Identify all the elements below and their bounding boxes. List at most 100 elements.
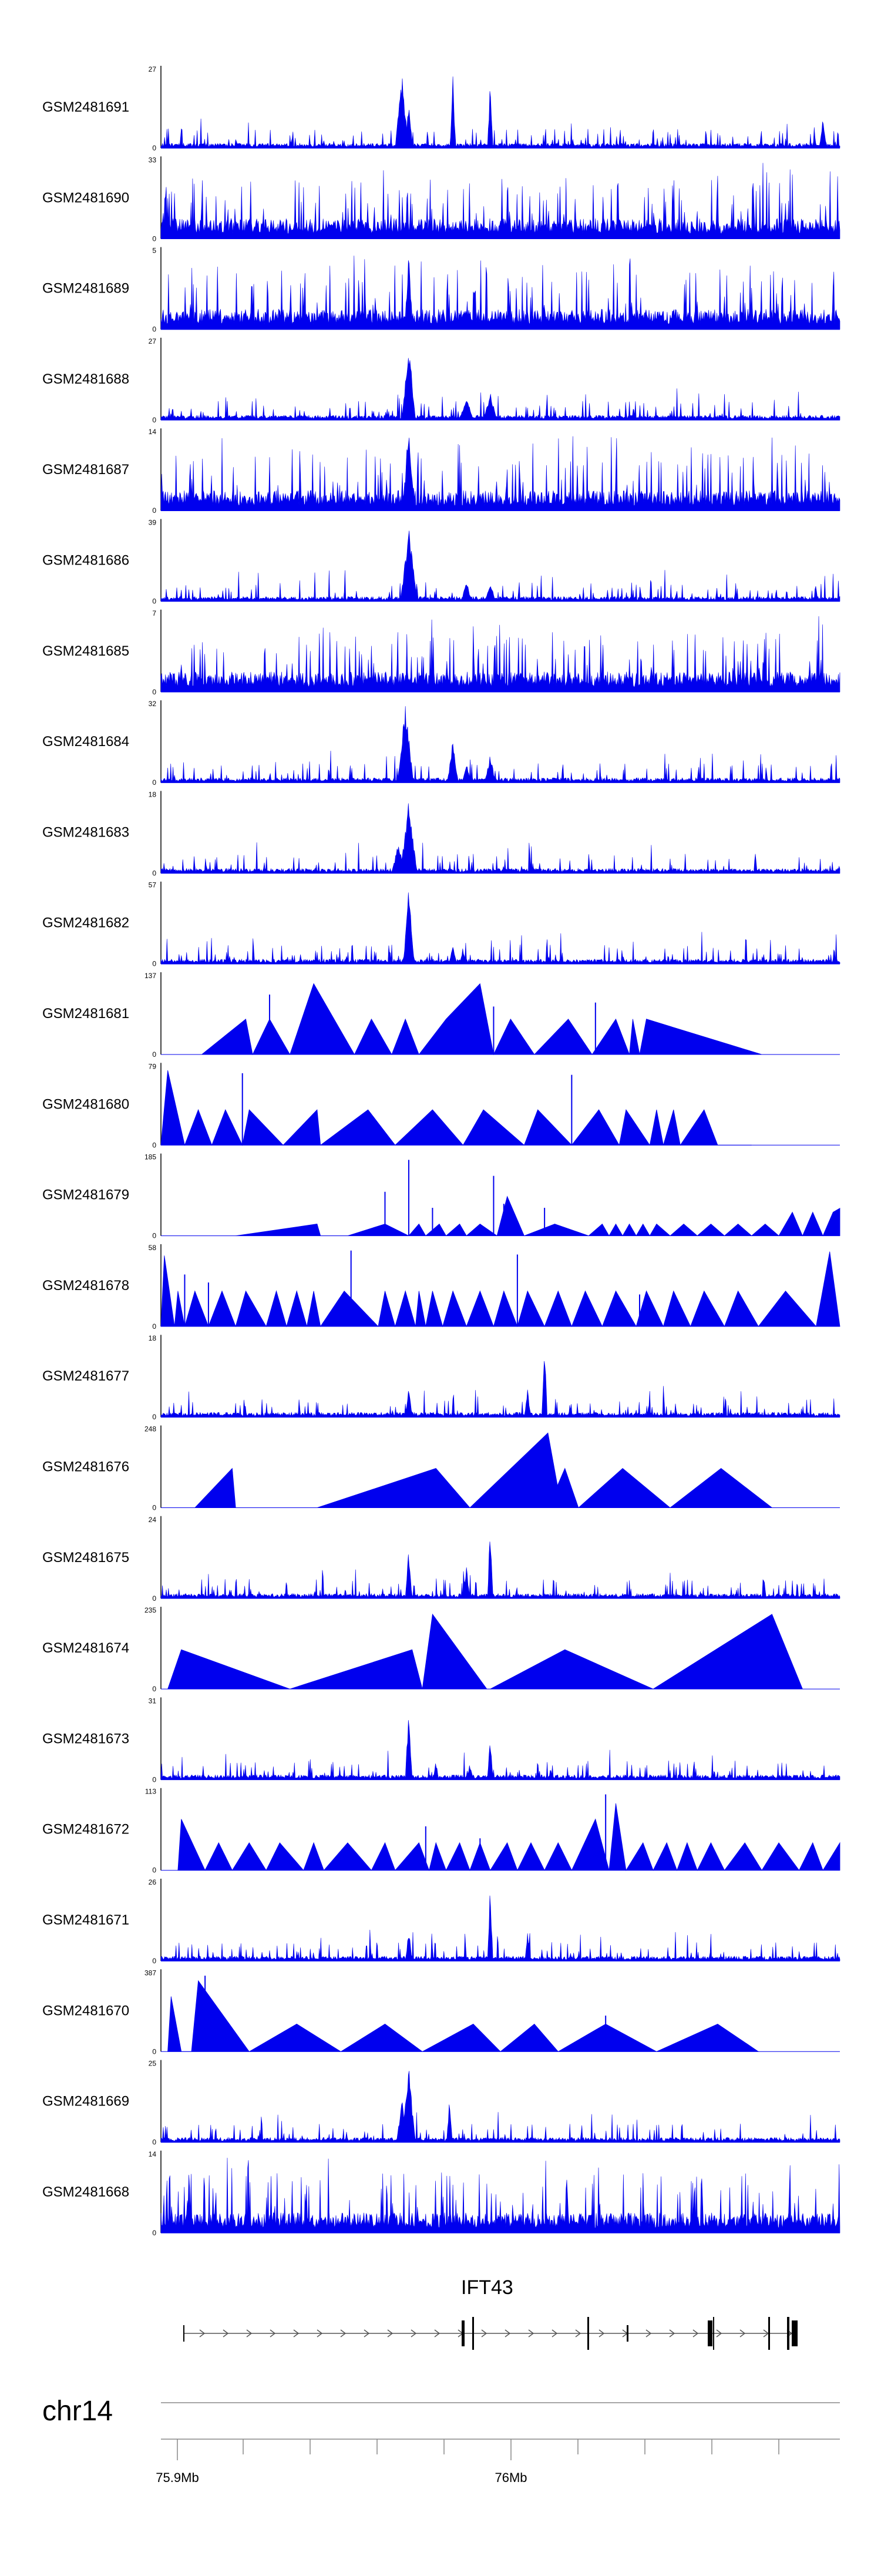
- coverage-area: [167, 1980, 759, 2052]
- track-GSM2481670: GSM2481670 387 0: [42, 1969, 840, 2056]
- track-GSM2481684: GSM2481684 32 0: [42, 700, 840, 787]
- y-max-label: 5: [152, 247, 156, 255]
- track-label: GSM2481670: [42, 2003, 129, 2019]
- chromosome-axis: chr14 75.9Mb 76Mb: [42, 2396, 840, 2485]
- track-label: GSM2481673: [42, 1731, 129, 1747]
- strand-arrow: [434, 2329, 441, 2337]
- strand-arrow: [552, 2329, 558, 2337]
- coverage-area: [160, 76, 840, 149]
- track-label: GSM2481685: [42, 643, 129, 659]
- y-min-label: 0: [152, 2229, 156, 2237]
- track-label: GSM2481682: [42, 915, 129, 931]
- y-min-label: 0: [152, 1232, 156, 1240]
- coverage-area: [160, 1361, 840, 1418]
- coverage-area: [177, 1803, 840, 1872]
- y-min-label: 0: [152, 325, 156, 334]
- coverage-area: [160, 1541, 840, 1599]
- gene-exon: [768, 2317, 770, 2350]
- track-GSM2481686: GSM2481686 39 0: [42, 519, 840, 606]
- y-min-label: 0: [152, 869, 156, 877]
- y-max-label: 185: [144, 1153, 156, 1161]
- track-GSM2481678: GSM2481678 58 0: [42, 1244, 840, 1331]
- track-GSM2481680: GSM2481680 79 0: [42, 1062, 840, 1149]
- track-label: GSM2481686: [42, 553, 129, 569]
- coverage-area: [160, 2071, 840, 2142]
- strand-arrow: [411, 2329, 417, 2337]
- y-max-label: 58: [149, 1244, 157, 1252]
- track-GSM2481690: GSM2481690 33 0: [42, 156, 840, 243]
- track-GSM2481671: GSM2481671 26 0: [42, 1878, 840, 1965]
- y-min-label: 0: [152, 1050, 156, 1059]
- track-GSM2481687: GSM2481687 14 0: [42, 428, 840, 515]
- gene-exon: [787, 2317, 789, 2350]
- gene-name-label: IFT43: [461, 2276, 513, 2299]
- y-max-label: 32: [149, 700, 157, 708]
- track-GSM2481677: GSM2481677 18 0: [42, 1334, 840, 1421]
- y-min-label: 0: [152, 1594, 156, 1603]
- coverage-area: [201, 983, 762, 1056]
- coverage-area: [167, 1613, 803, 1690]
- y-max-label: 248: [144, 1425, 156, 1433]
- track-label: GSM2481672: [42, 1822, 129, 1838]
- track-label: GSM2481675: [42, 1550, 129, 1566]
- track-label: GSM2481689: [42, 281, 129, 297]
- track-GSM2481683: GSM2481683 18 0: [42, 790, 840, 877]
- track-label: GSM2481691: [42, 99, 129, 115]
- coverage-area: [160, 1251, 840, 1328]
- track-GSM2481685: GSM2481685 7 0: [42, 609, 840, 696]
- track-label: GSM2481674: [42, 1640, 129, 1656]
- y-max-label: 14: [149, 2150, 157, 2158]
- y-max-label: 24: [149, 1516, 157, 1524]
- gene-exon: [627, 2325, 628, 2342]
- track-label: GSM2481683: [42, 824, 129, 840]
- gene-exon: [472, 2317, 474, 2350]
- track-GSM2481669: GSM2481669 25 0: [42, 2060, 840, 2147]
- track-GSM2481689: GSM2481689 5 0: [42, 247, 840, 334]
- y-min-label: 0: [152, 1685, 156, 1693]
- strand-arrow: [199, 2329, 206, 2337]
- coverage-area: [160, 616, 840, 693]
- y-max-label: 25: [149, 2060, 157, 2068]
- y-min-label: 0: [152, 688, 156, 696]
- y-min-label: 0: [152, 1866, 156, 1875]
- coverage-area: [160, 2158, 840, 2234]
- coverage-area: [160, 1895, 840, 1962]
- strand-arrow: [364, 2329, 370, 2337]
- track-label: GSM2481677: [42, 1368, 129, 1384]
- strand-arrow: [575, 2329, 581, 2337]
- y-max-label: 7: [152, 609, 156, 617]
- y-min-label: 0: [152, 1957, 156, 1965]
- y-min-label: 0: [152, 1775, 156, 1784]
- track-label: GSM2481681: [42, 1006, 129, 1022]
- y-min-label: 0: [152, 416, 156, 424]
- y-max-label: 137: [144, 972, 156, 980]
- track-label: GSM2481678: [42, 1278, 129, 1294]
- coverage-area: [160, 163, 840, 239]
- strand-arrow: [223, 2329, 229, 2337]
- coverage-area: [160, 1719, 840, 1780]
- track-label: GSM2481687: [42, 462, 129, 478]
- track-GSM2481679: GSM2481679 185 0: [42, 1153, 840, 1240]
- gene-exon: [708, 2320, 712, 2346]
- track-GSM2481691: GSM2481691 27 0: [42, 65, 840, 152]
- coverage-area: [160, 803, 840, 874]
- y-min-label: 0: [152, 2047, 156, 2056]
- y-max-label: 57: [149, 881, 157, 889]
- y-max-label: 235: [144, 1606, 156, 1614]
- strand-arrow: [317, 2329, 323, 2337]
- y-min-label: 0: [152, 1322, 156, 1331]
- coverage-area: [160, 706, 840, 783]
- strand-arrow: [293, 2329, 300, 2337]
- gene-exon: [462, 2320, 465, 2346]
- track-label: GSM2481680: [42, 1096, 129, 1112]
- y-min-label: 0: [152, 2138, 156, 2147]
- strand-arrow: [669, 2329, 675, 2337]
- y-max-label: 26: [149, 1878, 157, 1886]
- strand-arrow: [528, 2329, 534, 2337]
- tracks-layer: GSM2481691270GSM2481690330GSM248168950GS…: [42, 65, 840, 2237]
- y-min-label: 0: [152, 144, 156, 152]
- track-label: GSM2481676: [42, 1459, 129, 1475]
- y-min-label: 0: [152, 1141, 156, 1149]
- track-label: GSM2481669: [42, 2094, 129, 2110]
